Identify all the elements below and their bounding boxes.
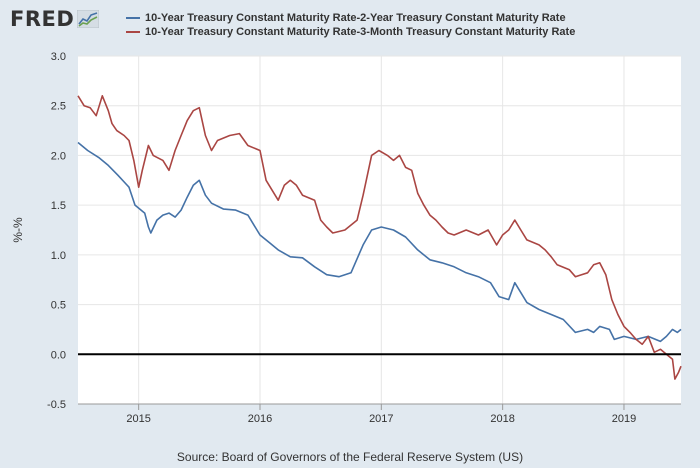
plot-area xyxy=(78,56,681,404)
legend-item-3m-spread[interactable]: 10-Year Treasury Constant Maturity Rate-… xyxy=(126,25,575,39)
source-note: Source: Board of Governors of the Federa… xyxy=(176,450,524,464)
y-tick-label: 1.5 xyxy=(51,200,66,212)
y-tick-label: 2.5 xyxy=(51,101,66,113)
y-tick-label: 2.0 xyxy=(51,150,66,162)
legend-label-3m-spread: 10-Year Treasury Constant Maturity Rate-… xyxy=(145,26,576,38)
y-axis-ticks: -0.5 0.0 0.5 1.0 1.5 2.0 2.5 3.0 xyxy=(47,51,66,411)
chart-legend: 10-Year Treasury Constant Maturity Rate-… xyxy=(126,11,575,39)
series-layer xyxy=(77,95,682,380)
legend-item-2y-spread[interactable]: 10-Year Treasury Constant Maturity Rate-… xyxy=(126,11,575,25)
y-tick-label: 0.0 xyxy=(51,349,66,361)
fred-logo[interactable]: FRED xyxy=(10,7,100,31)
legend-swatch-blue xyxy=(126,17,140,19)
x-tick-label: 2016 xyxy=(248,413,272,425)
y-tick-label: 3.0 xyxy=(51,51,66,63)
y-tick-label: -0.5 xyxy=(47,399,66,411)
x-tick-label: 2018 xyxy=(490,413,514,425)
y-tick-label: 0.5 xyxy=(51,300,66,312)
series-line-2y-spread[interactable] xyxy=(77,141,682,343)
x-tick-label: 2019 xyxy=(612,413,636,425)
header: FRED 10-Year Treasury Constant Maturity … xyxy=(0,0,700,44)
fred-graph-icon xyxy=(77,10,100,28)
logo-text: FRED xyxy=(10,7,75,31)
x-tick-label: 2015 xyxy=(126,413,150,425)
legend-swatch-red xyxy=(126,31,140,33)
series-line-3m-spread[interactable] xyxy=(77,95,682,380)
y-axis-label: %-% xyxy=(11,217,25,243)
y-tick-label: 1.0 xyxy=(51,250,66,262)
x-axis-ticks: 2015 2016 2017 2018 2019 xyxy=(78,403,681,425)
legend-label-2y-spread: 10-Year Treasury Constant Maturity Rate-… xyxy=(145,12,566,24)
x-tick-label: 2017 xyxy=(369,413,393,425)
